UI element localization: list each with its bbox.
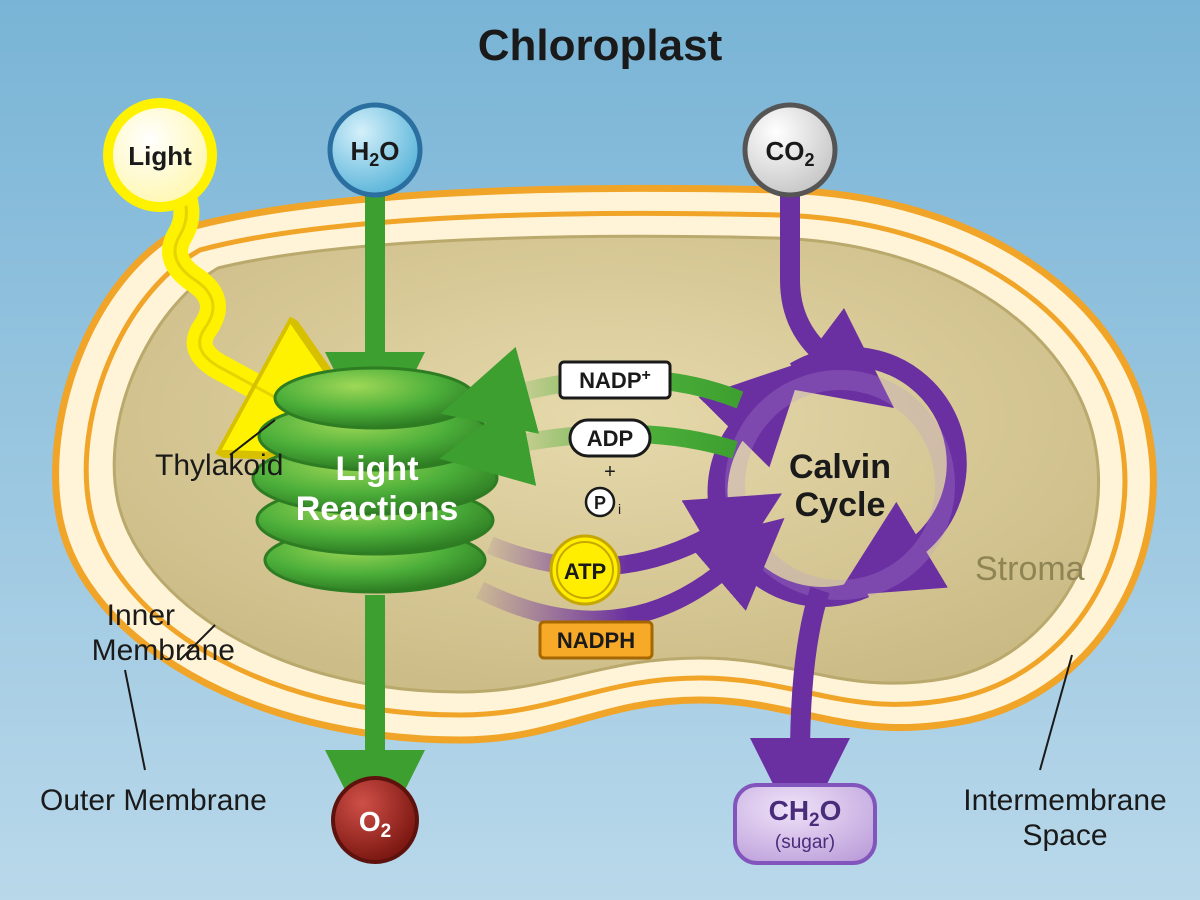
plus-label: + <box>604 461 616 483</box>
pi-i: i <box>618 501 621 517</box>
page-title: Chloroplast <box>478 21 723 70</box>
nadp-label: NADP+ <box>579 367 651 393</box>
calvin-label-l1: Calvin <box>789 448 891 486</box>
calvin-label-l2: Cycle <box>795 486 886 524</box>
adp-label: ADP <box>587 426 633 451</box>
pi-p: P <box>594 493 606 513</box>
thylakoid-label: Thylakoid <box>155 449 283 482</box>
intermembrane-label-l2: Space <box>1022 819 1107 852</box>
light-reactions-label-l2: Reactions <box>296 490 459 528</box>
atp-label: ATP <box>564 559 606 584</box>
outer-membrane-label: Outer Membrane <box>40 784 267 817</box>
ch2o-label: CH2O <box>769 795 842 831</box>
inner-membrane-label-l1: Inner <box>107 599 175 632</box>
intermembrane-label-l1: Intermembrane <box>963 784 1166 817</box>
inner-membrane-label-l2: Membrane <box>92 634 235 667</box>
light-reactions-label-l1: Light <box>335 450 418 488</box>
light-label: Light <box>128 141 192 171</box>
chloroplast-diagram: Chloroplast Light H2O CO2 Light Reaction… <box>0 0 1200 900</box>
stroma-label: Stroma <box>975 550 1085 588</box>
sugar-sublabel: (sugar) <box>775 832 835 853</box>
nadph-label: NADPH <box>557 628 635 653</box>
